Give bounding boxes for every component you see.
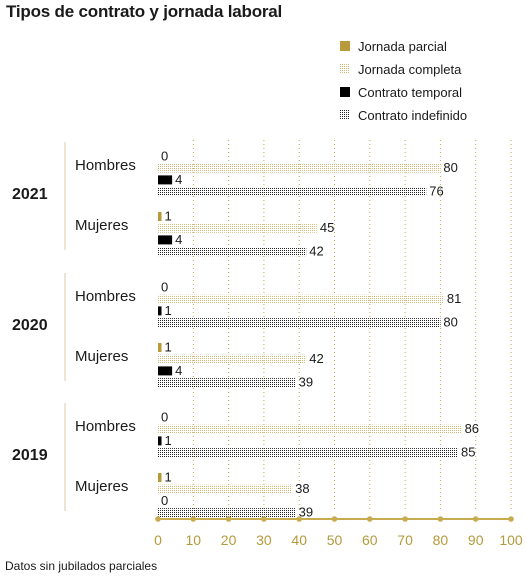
- legend-jornada-parcial-label: Jornada parcial: [358, 39, 447, 54]
- year-2021-mujeres-jornada-parcial-value: 1: [165, 209, 172, 224]
- x-tick-30: [261, 516, 267, 522]
- year-2021-hombres-jornada-parcial-value: 0: [161, 149, 168, 164]
- year-2019-mujeres-jornada-parcial-bar: [158, 473, 162, 482]
- year-2019-hombres-contrato-temporal-value: 1: [165, 433, 172, 448]
- year-2020-hombres-jornada-completa-value: 81: [447, 291, 461, 306]
- year-2021-hombres-contrato-temporal-bar: [158, 175, 173, 185]
- x-tick-60: [367, 516, 373, 522]
- year-2019-hombres-contrato-indefinido-value: 85: [461, 445, 475, 460]
- year-2020-hombres-label: Hombres: [75, 288, 136, 305]
- x-tick-10: [190, 516, 197, 522]
- x-tick-label-70: 70: [397, 532, 413, 548]
- year-2020-hombres-contrato-indefinido-bar: [158, 318, 441, 328]
- year-2020-hombres-jornada-parcial-value: 0: [161, 280, 168, 295]
- legend-contrato-indefinido-swatch: [340, 110, 350, 120]
- year-2021-mujeres-contrato-indefinido-value: 42: [309, 244, 323, 259]
- year-2020-label: 2020: [12, 317, 48, 334]
- x-tick-100: [508, 516, 514, 522]
- x-tick-20: [225, 516, 232, 522]
- x-tick-80: [437, 516, 444, 522]
- x-tick-0: [155, 516, 161, 522]
- year-2020-mujeres-contrato-temporal-value: 4: [175, 363, 182, 378]
- x-tick-label-90: 90: [468, 532, 484, 548]
- x-tick-50: [331, 516, 338, 522]
- year-2019-hombres-jornada-completa-value: 86: [465, 421, 479, 436]
- year-2020-mujeres-label: Mujeres: [75, 348, 128, 365]
- year-2020-mujeres-contrato-indefinido-bar: [158, 378, 296, 388]
- x-tick-90: [472, 516, 479, 522]
- year-2019-mujeres-jornada-completa-value: 38: [295, 481, 309, 496]
- year-2021-hombres-contrato-indefinido-value: 76: [429, 184, 443, 199]
- year-2021-mujeres-jornada-completa-value: 45: [320, 220, 334, 235]
- year-2021-mujeres-contrato-indefinido-bar: [158, 247, 307, 257]
- footnote: Datos sin jubilados parciales: [5, 559, 158, 573]
- year-2019-hombres-jornada-parcial-value: 0: [161, 410, 168, 425]
- year-2020-mujeres-jornada-parcial-value: 1: [165, 340, 172, 355]
- year-2019-mujeres-jornada-completa-bar: [158, 484, 293, 494]
- year-2019-hombres-contrato-temporal-bar: [158, 436, 162, 446]
- year-2021-hombres-jornada-completa-bar: [158, 163, 441, 173]
- year-2019-mujeres-contrato-temporal-value: 0: [161, 493, 168, 508]
- year-2021-mujeres-contrato-temporal-value: 4: [175, 232, 182, 247]
- year-2021-mujeres-jornada-parcial-bar: [158, 212, 162, 221]
- x-tick-label-30: 30: [256, 532, 272, 548]
- year-2021-label: 2021: [12, 186, 48, 203]
- x-tick-label-50: 50: [327, 532, 343, 548]
- legend-jornada-completa-swatch: [340, 64, 350, 74]
- legend-contrato-temporal-label: Contrato temporal: [358, 85, 462, 100]
- year-2021-hombres-contrato-indefinido-bar: [158, 187, 427, 197]
- year-2019-hombres-label: Hombres: [75, 418, 136, 435]
- year-2020-hombres-contrato-temporal-bar: [158, 306, 162, 316]
- year-2019-label: 2019: [12, 447, 48, 464]
- year-2020-mujeres-contrato-indefinido-value: 39: [299, 375, 313, 390]
- x-tick-label-80: 80: [433, 532, 449, 548]
- year-2020-hombres-contrato-indefinido-value: 80: [443, 315, 457, 330]
- year-2020-mujeres-contrato-temporal-bar: [158, 366, 173, 376]
- chart-title: Tipos de contrato y jornada laboral: [6, 2, 283, 21]
- x-tick-label-60: 60: [362, 532, 378, 548]
- year-2021-hombres-contrato-temporal-value: 4: [175, 172, 182, 187]
- legend-jornada-completa-label: Jornada completa: [358, 62, 462, 77]
- legend-contrato-temporal-swatch: [340, 87, 350, 97]
- x-tick-40: [296, 516, 303, 522]
- legend-jornada-parcial-swatch: [340, 41, 350, 51]
- year-2020-mujeres-jornada-parcial-bar: [158, 343, 162, 352]
- x-tick-label-0: 0: [154, 532, 162, 548]
- year-2019-hombres-jornada-completa-bar: [158, 424, 462, 434]
- year-2020-hombres-contrato-temporal-value: 1: [165, 303, 172, 318]
- year-2021-mujeres-contrato-temporal-bar: [158, 235, 173, 245]
- x-tick-label-40: 40: [291, 532, 307, 548]
- x-tick-70: [402, 516, 408, 522]
- year-2019-hombres-contrato-indefinido-bar: [158, 448, 459, 458]
- year-2020-mujeres-jornada-completa-value: 42: [309, 351, 323, 366]
- year-2020-hombres-jornada-completa-bar: [158, 294, 444, 304]
- x-tick-label-10: 10: [186, 532, 202, 548]
- year-2021-hombres-label: Hombres: [75, 157, 136, 174]
- x-tick-label-20: 20: [221, 532, 237, 548]
- year-2019-mujeres-contrato-indefinido-bar: [158, 508, 296, 518]
- year-2020-mujeres-jornada-completa-bar: [158, 354, 307, 364]
- year-2021-mujeres-jornada-completa-bar: [158, 223, 317, 233]
- legend-contrato-indefinido-label: Contrato indefinido: [358, 108, 467, 123]
- year-2019-mujeres-jornada-parcial-value: 1: [165, 470, 172, 485]
- year-2019-mujeres-label: Mujeres: [75, 478, 128, 495]
- year-2021-hombres-jornada-completa-value: 80: [443, 160, 457, 175]
- year-2021-mujeres-label: Mujeres: [75, 217, 128, 234]
- x-tick-label-100: 100: [499, 532, 523, 548]
- year-2019-mujeres-contrato-indefinido-value: 39: [299, 505, 313, 520]
